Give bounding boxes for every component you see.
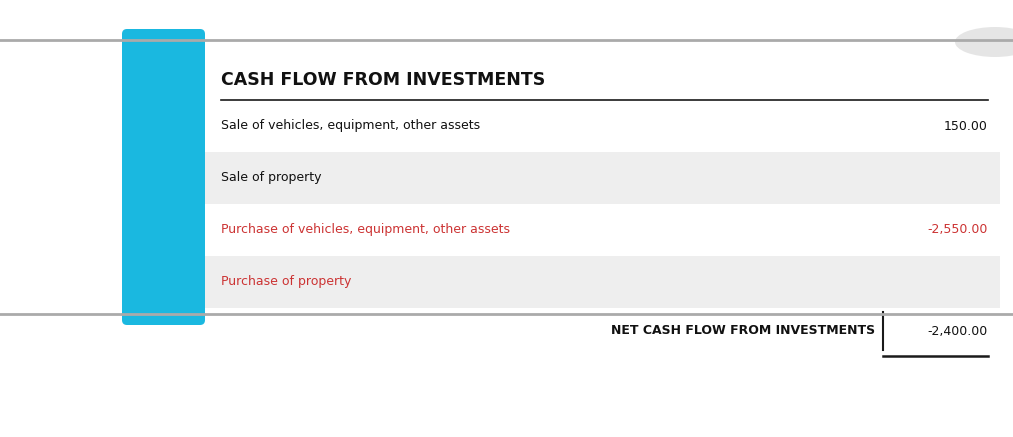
Text: NET CASH FLOW FROM INVESTMENTS: NET CASH FLOW FROM INVESTMENTS — [611, 325, 875, 337]
FancyBboxPatch shape — [122, 29, 205, 325]
Text: Purchase of property: Purchase of property — [221, 275, 352, 288]
Text: Purchase of vehicles, equipment, other assets: Purchase of vehicles, equipment, other a… — [221, 223, 510, 236]
Bar — [203, 204, 1000, 256]
Bar — [203, 42, 1000, 312]
Text: -2,400.00: -2,400.00 — [928, 325, 988, 337]
Text: Sale of property: Sale of property — [221, 171, 321, 184]
Bar — [203, 256, 1000, 308]
Bar — [203, 152, 1000, 204]
Bar — [203, 100, 1000, 152]
Text: 150.00: 150.00 — [944, 119, 988, 132]
Text: CASH FLOW FROM INVESTMENTS: CASH FLOW FROM INVESTMENTS — [221, 71, 545, 89]
Bar — [130, 42, 1000, 312]
Text: -2,550.00: -2,550.00 — [928, 223, 988, 236]
Text: Sale of vehicles, equipment, other assets: Sale of vehicles, equipment, other asset… — [221, 119, 480, 132]
Ellipse shape — [955, 27, 1013, 57]
